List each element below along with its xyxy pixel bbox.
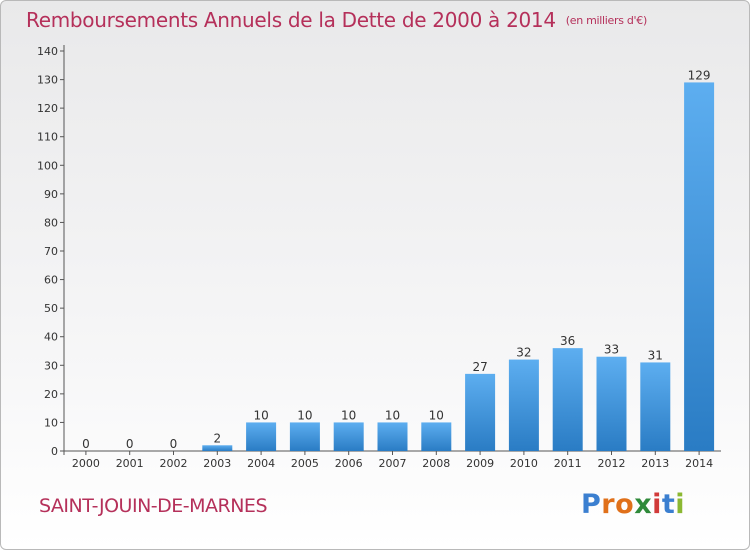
data-label: 2	[213, 431, 221, 445]
data-label: 0	[82, 437, 90, 451]
bar-2008	[421, 422, 452, 451]
logo-letter: P	[581, 489, 602, 520]
data-label: 10	[385, 408, 400, 422]
chart-title: Remboursements Annuels de la Dette de 20…	[26, 8, 647, 32]
logo-letter: t	[661, 489, 676, 520]
data-label: 10	[341, 408, 356, 422]
y-tick-label: 50	[44, 302, 58, 315]
bar-2004	[246, 422, 277, 451]
bar-2011	[552, 348, 583, 451]
y-tick-label: 110	[37, 131, 58, 144]
data-label: 0	[170, 437, 178, 451]
proxiti-logo: Proxiti	[581, 489, 685, 520]
x-tick-label: 2007	[379, 457, 407, 470]
x-tick-label: 2004	[247, 457, 275, 470]
data-label: 32	[516, 346, 531, 360]
y-tick-label: 40	[44, 331, 58, 344]
y-tick-label: 20	[44, 388, 58, 401]
logo-letter: o	[615, 489, 635, 520]
bar-2005	[289, 422, 320, 451]
x-tick-label: 2002	[160, 457, 188, 470]
x-tick-label: 2006	[335, 457, 363, 470]
bar-2003	[202, 445, 233, 451]
x-tick-label: 2008	[422, 457, 450, 470]
y-tick-label: 120	[37, 102, 58, 115]
y-tick-label: 100	[37, 159, 58, 172]
chart-title-text: Remboursements Annuels de la Dette de 20…	[26, 8, 556, 32]
logo-letter: i	[652, 489, 662, 520]
logo-letter: i	[675, 489, 686, 520]
y-tick-label: 70	[44, 245, 58, 258]
chart-unit: (en milliers d'€)	[565, 14, 647, 27]
commune-name: SAINT-JOUIN-DE-MARNES	[39, 495, 268, 517]
logo-letter: x	[634, 489, 653, 520]
data-label: 10	[297, 408, 312, 422]
bar-2009	[465, 373, 496, 451]
x-tick-label: 2011	[554, 457, 582, 470]
bar-2013	[640, 362, 671, 451]
data-label: 10	[253, 408, 268, 422]
y-tick-label: 80	[44, 216, 58, 229]
y-tick-label: 140	[37, 45, 58, 58]
x-tick-label: 2009	[466, 457, 494, 470]
y-tick-label: 0	[51, 445, 58, 458]
data-label: 27	[472, 360, 487, 374]
bar-2006	[333, 422, 364, 451]
x-tick-label: 2003	[203, 457, 231, 470]
x-tick-label: 2005	[291, 457, 319, 470]
x-tick-label: 2010	[510, 457, 538, 470]
data-label: 31	[648, 348, 663, 362]
data-label: 10	[429, 408, 444, 422]
x-tick-label: 2000	[72, 457, 100, 470]
bar-2007	[377, 422, 408, 451]
data-label: 33	[604, 343, 619, 357]
x-tick-label: 2014	[685, 457, 713, 470]
bar-2010	[508, 359, 539, 451]
y-tick-label: 60	[44, 274, 58, 287]
y-tick-label: 90	[44, 188, 58, 201]
y-tick-label: 30	[44, 359, 58, 372]
data-label: 129	[688, 68, 711, 82]
x-tick-label: 2013	[641, 457, 669, 470]
bar-2012	[596, 356, 627, 451]
data-label: 36	[560, 334, 575, 348]
x-tick-label: 2012	[598, 457, 626, 470]
logo-letter: r	[601, 489, 616, 520]
bar-2014	[684, 82, 715, 451]
y-tick-label: 10	[44, 416, 58, 429]
y-tick-label: 130	[37, 74, 58, 87]
data-label: 0	[126, 437, 134, 451]
x-tick-label: 2001	[116, 457, 144, 470]
